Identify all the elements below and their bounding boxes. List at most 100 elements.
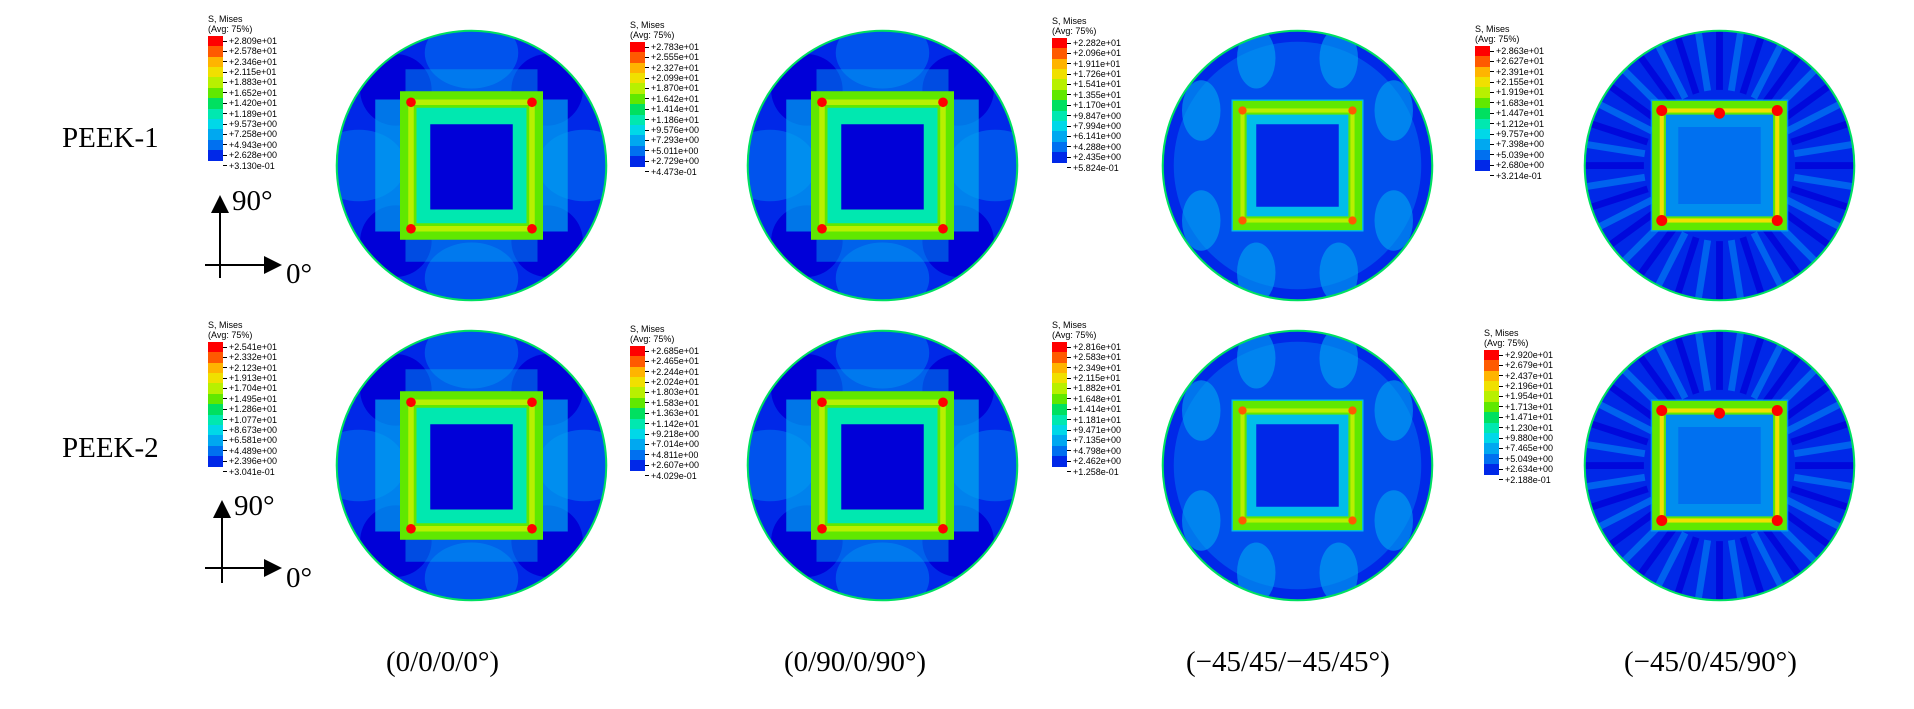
legend-swatch <box>1052 100 1067 111</box>
legend-entry: +2.282e+01 <box>1052 37 1162 49</box>
legend-entry: +2.123e+01 <box>208 362 318 373</box>
legend-entry: +2.920e+01 <box>1484 349 1594 361</box>
legend-value: +2.680e+00 <box>1496 160 1545 171</box>
legend-entry: +1.258e-01 <box>1052 467 1162 477</box>
legend-value: +1.919e+01 <box>1496 87 1545 98</box>
legend-value: +6.581e+00 <box>229 435 278 446</box>
contour-svg <box>1161 329 1434 602</box>
contour-plot-peek1-090090 <box>745 28 1020 303</box>
contour-plot-peek1-0000 <box>334 28 609 303</box>
legend-value: +1.170e+01 <box>1073 100 1122 111</box>
legend-value: +1.883e+01 <box>229 77 278 88</box>
legend-subtitle: (Avg: 75%) <box>1052 26 1097 37</box>
legend-value: +1.683e+01 <box>1496 97 1545 108</box>
legend-swatch <box>208 383 223 394</box>
legend-entry: +1.363e+01 <box>630 408 740 419</box>
legend-swatch <box>630 376 645 388</box>
caption-layup-4504590: (−45/0/45/90°) <box>1624 646 1797 678</box>
legend-entry: +5.049e+00 <box>1484 453 1594 465</box>
legend-swatch <box>630 366 645 377</box>
legend-entry: +1.803e+01 <box>630 387 740 398</box>
caption-layup-0000: (0/0/0/0°) <box>386 646 500 678</box>
legend-value: +1.181e+01 <box>1073 414 1122 425</box>
legend-swatch <box>1052 48 1067 59</box>
legend-entry: +2.391e+01 <box>1475 66 1585 77</box>
legend-entry: +1.883e+01 <box>208 77 318 88</box>
legend-value: +5.039e+00 <box>1496 149 1545 160</box>
legend-entry: +2.188e-01 <box>1484 475 1594 485</box>
legend-subtitle: (Avg: 75%) <box>630 30 675 41</box>
legend-entry: +1.954e+01 <box>1484 391 1594 402</box>
legend-entry: +4.473e-01 <box>630 167 740 177</box>
legend-entry: +1.642e+01 <box>630 93 740 105</box>
contour-svg <box>335 29 608 302</box>
legend-value: +2.809e+01 <box>229 35 278 46</box>
legend-peek1-45454545: S, Mises (Avg: 75%) +2.282e+01 +2.096e+01 +1… <box>1052 16 1162 173</box>
row-label-peek-1: PEEK-1 <box>62 122 159 154</box>
legend-entry: +2.680e+00 <box>1475 160 1585 171</box>
legend-swatch <box>1475 128 1490 140</box>
legend-entry: +3.041e-01 <box>208 467 318 477</box>
legend-value: +1.363e+01 <box>651 408 700 419</box>
legend-value: +1.913e+01 <box>229 372 278 383</box>
legend-swatch <box>208 66 223 78</box>
legend-entry: +9.218e+00 <box>630 428 740 440</box>
legend-value: +2.115e+01 <box>1073 372 1121 383</box>
legend-swatch <box>208 46 223 57</box>
legend-value: +1.726e+01 <box>1073 68 1122 79</box>
legend-swatch <box>1052 89 1067 101</box>
legend-value: +1.414e+01 <box>1073 404 1122 415</box>
legend-value: +9.576e+00 <box>651 124 700 135</box>
legend-value: +1.541e+01 <box>1073 79 1122 90</box>
legend-swatch <box>208 414 223 425</box>
legend-title: S, Mises <box>208 320 243 330</box>
legend-title: S, Mises <box>630 20 665 30</box>
legend-value: +2.282e+01 <box>1073 37 1122 48</box>
legend-swatch <box>1475 45 1490 57</box>
legend-value: +2.541e+01 <box>229 341 278 352</box>
legend-swatch <box>1475 108 1490 119</box>
legend-swatch <box>630 72 645 84</box>
legend-entry: +4.943e+00 <box>208 139 318 151</box>
legend-value: +1.704e+01 <box>229 383 278 394</box>
legend-entry: +1.186e+01 <box>630 114 740 125</box>
legend-value: +1.186e+01 <box>651 114 700 125</box>
legend-value: +1.882e+01 <box>1073 383 1122 394</box>
legend-entry: +1.911e+01 <box>1052 58 1162 69</box>
legend-value: +7.465e+00 <box>1505 443 1554 454</box>
legend-swatch <box>208 435 223 446</box>
legend-value: +9.218e+00 <box>651 428 700 439</box>
legend-value: +3.041e-01 <box>229 466 275 477</box>
legend-swatch <box>1484 412 1499 423</box>
legend-swatch <box>1052 383 1067 394</box>
legend-value: +2.437e+01 <box>1505 370 1554 381</box>
legend-value: +7.398e+00 <box>1496 139 1545 150</box>
legend-value: +1.642e+01 <box>651 93 700 104</box>
legend-swatch <box>208 150 223 161</box>
legend-title: S, Mises <box>208 14 243 24</box>
legend-value: +2.634e+00 <box>1505 464 1554 475</box>
legend-swatch <box>1475 76 1490 88</box>
legend-swatch <box>1484 349 1499 361</box>
legend-entry: +6.141e+00 <box>1052 131 1162 142</box>
legend-swatch <box>630 408 645 419</box>
legend-value: +2.685e+01 <box>651 345 700 356</box>
legend-entry: +4.288e+00 <box>1052 141 1162 153</box>
legend-value: +7.135e+00 <box>1073 435 1122 446</box>
legend-swatch <box>1484 475 1499 485</box>
legend-entry: +4.798e+00 <box>1052 445 1162 457</box>
legend-value: +2.155e+01 <box>1496 76 1545 87</box>
legend-value: +2.578e+01 <box>229 46 278 57</box>
legend-entry: +2.115e+01 <box>208 66 318 78</box>
legend-entry: +2.607e+00 <box>630 460 740 471</box>
legend-value: +1.954e+01 <box>1505 391 1554 402</box>
legend-swatch <box>1484 360 1499 371</box>
legend-entry: +3.130e-01 <box>208 161 318 171</box>
legend-entry: +1.414e+01 <box>630 104 740 115</box>
legend-subtitle: (Avg: 75%) <box>208 24 253 35</box>
legend-entry: +9.880e+00 <box>1484 432 1594 444</box>
legend-entry: +2.349e+01 <box>1052 362 1162 373</box>
legend-entry: +2.627e+01 <box>1475 56 1585 67</box>
legend-value: +5.011e+00 <box>651 145 699 156</box>
legend-value: +4.029e-01 <box>651 470 697 481</box>
